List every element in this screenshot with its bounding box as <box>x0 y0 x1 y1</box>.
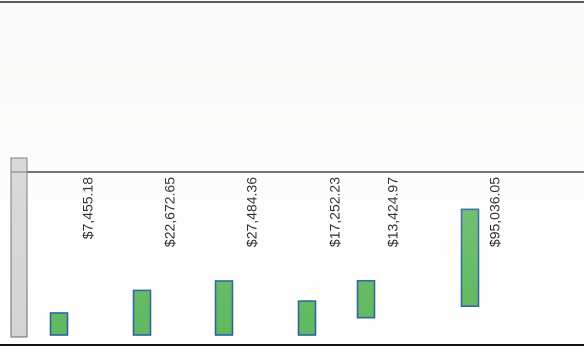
bar-2 <box>132 289 152 336</box>
data-label-4: $17,252.23 <box>327 177 343 247</box>
data-label-2: $22,672.65 <box>162 177 178 247</box>
bar-5 <box>356 279 376 319</box>
bar-6 <box>460 208 480 307</box>
bars-layer <box>49 208 480 336</box>
data-labels-layer: $7,455.18 $22,672.65 $27,484.36 $17,252.23 $… <box>80 177 503 247</box>
bar-4 <box>297 300 317 336</box>
data-label-1: $7,455.18 <box>80 177 96 239</box>
bar-3 <box>214 280 234 336</box>
data-label-3: $27,484.36 <box>244 177 260 247</box>
bar-1 <box>49 312 69 336</box>
data-label-5: $13,424.97 <box>385 177 401 247</box>
axis-gutter <box>10 157 28 338</box>
data-label-6: $95,036.05 <box>487 177 503 247</box>
